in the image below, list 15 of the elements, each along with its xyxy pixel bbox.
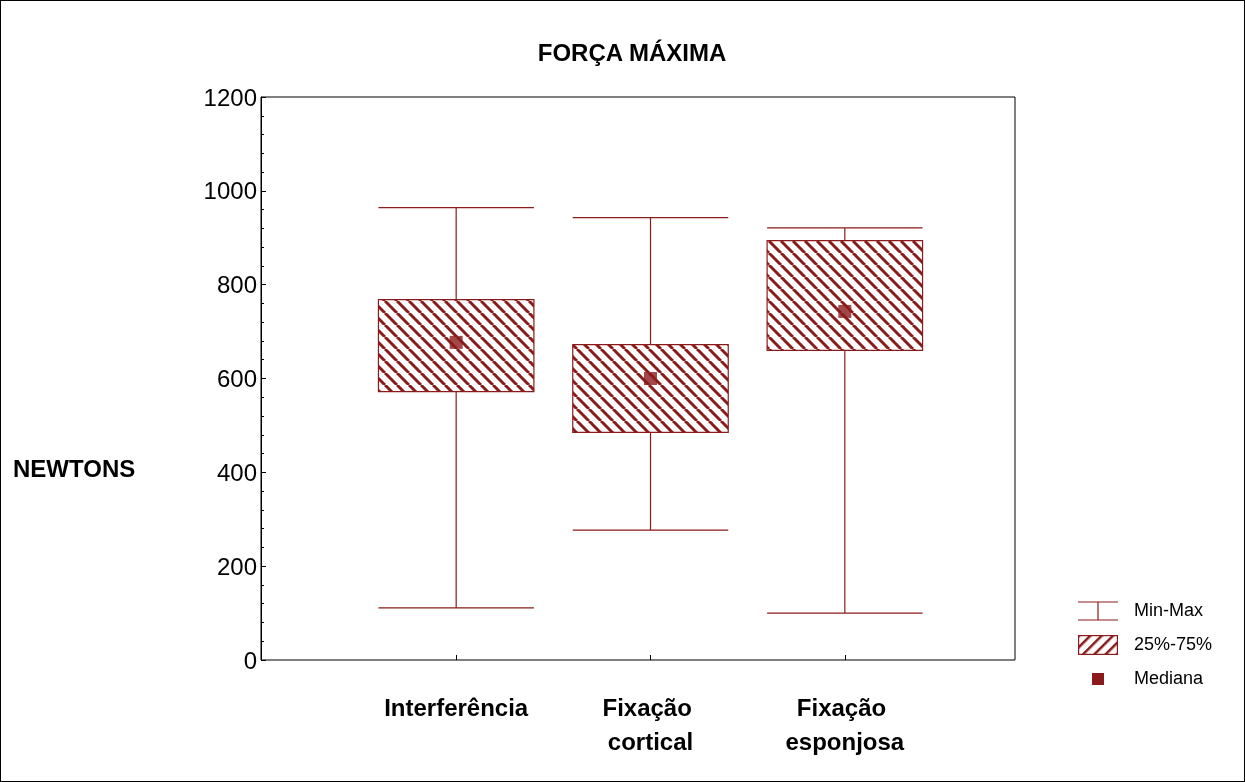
y-tick-label: 0	[243, 646, 257, 674]
x-tick-label: Fixação cortical	[602, 693, 699, 755]
y-axis-title: NEWTONS	[13, 454, 136, 482]
y-tick-label: 600	[216, 365, 257, 392]
y-tick-label: 400	[216, 458, 257, 486]
text: Mediana	[1134, 668, 1204, 689]
x-tick-label: Interferência	[384, 693, 529, 721]
text: Min-Max	[1134, 600, 1204, 621]
y-tick-label: 1000	[203, 177, 257, 205]
text: 25%-75%	[1134, 634, 1213, 655]
y-tick-label: 200	[216, 552, 257, 580]
chart-title: FORÇA MÁXIMA	[537, 38, 727, 66]
y-tick-label: 1200	[203, 83, 257, 111]
y-tick-label: 800	[216, 271, 257, 299]
x-tick-label: Fixação esponjosa	[785, 693, 905, 755]
